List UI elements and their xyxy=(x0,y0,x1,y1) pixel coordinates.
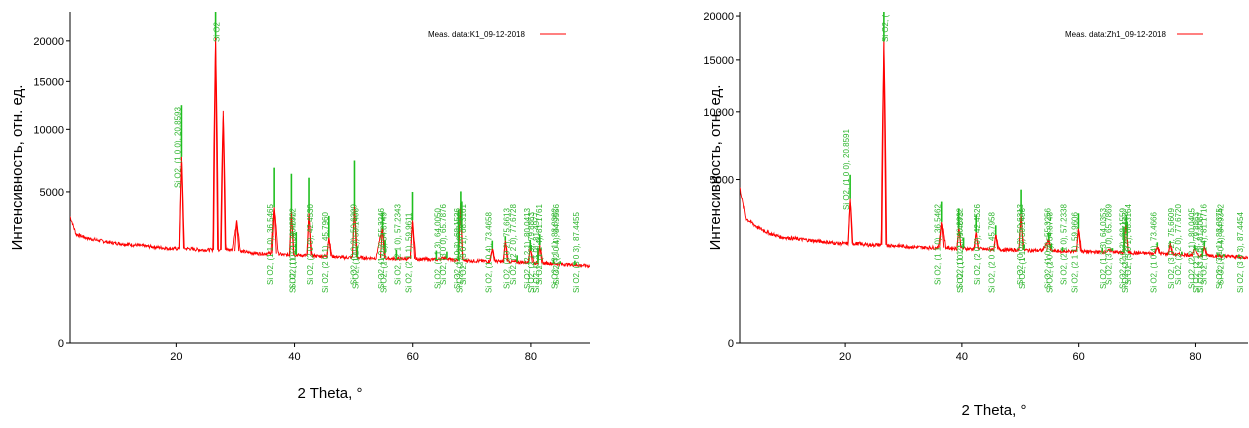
y-tick-label: 10000 xyxy=(33,124,64,136)
peak-label: Si O2, (3 0 1), 68.3164 xyxy=(1124,204,1133,285)
peak-label: Si O2, (3 1 1), 83.8375 xyxy=(1215,208,1224,289)
peak-label: Si O2, (2 1 1), 59.9611 xyxy=(404,212,413,293)
x-tick-label: 20 xyxy=(170,351,182,363)
y-tick-label: 15000 xyxy=(703,55,734,67)
peak-label: Si O2, (1 1 3), 64.0353 xyxy=(1099,208,1108,289)
peak-label: Si O2, (2 0 1), 45.7958 xyxy=(988,212,997,293)
peak-label: Si O2, (2 2 0), 77.6720 xyxy=(1174,204,1183,285)
measured-peak xyxy=(234,220,240,252)
x-tick-label: 40 xyxy=(956,351,968,363)
peak-label: Si O2, (2 1 3), 79.8863 xyxy=(1192,212,1201,293)
peak-label: Si O2, (0 0 3), 50.6209 xyxy=(349,204,358,285)
xrd-chart-k1-svg: 0 5000 10000 15000 20000 20 40 60 80 2 Theta, ° Ин… xyxy=(9,12,590,402)
peak-label: Si O2, (1 0 0), 20.8593 xyxy=(173,107,182,188)
x-tick-label: 60 xyxy=(1073,351,1085,363)
peak-labels: Si O2, (1 0 0), 20.8591 Si O2, ( Si O2, (1… xyxy=(842,15,1245,293)
peak-label: Si O2, (1 1 2), 50.1406 xyxy=(351,208,360,289)
peak-label: Si O2, (2 2 0), 77.6728 xyxy=(509,204,518,285)
peak-label: Si O2, (1 0 3), 55.3246 xyxy=(377,208,386,289)
peak-label: Si O2, (2 1 1), 59.9606 xyxy=(1070,212,1079,293)
peak-label: Si O2, (3 1 1), 83.8382 xyxy=(551,208,560,289)
x-axis-title: 2 Theta, ° xyxy=(298,385,363,402)
peak-label: Si O2, (3 0 1), 68.3161 xyxy=(459,204,468,285)
measured-peak xyxy=(881,41,887,245)
peak-label: Si O2, (1 1 1), 40.2922 xyxy=(288,208,297,289)
peak-label: Si O2, (2 0 0), 42.4530 xyxy=(306,204,315,285)
y-tick-label: 15000 xyxy=(33,76,64,88)
peak-label: Si O2, (1 0 0), 20.8591 xyxy=(842,129,851,210)
peak-label: Si O2, (2 0 2), 54.8748 xyxy=(1046,212,1055,293)
peak-label: Si O2, (3 1 0), 81.5067 xyxy=(1196,212,1205,293)
xrd-chart-zh1-svg: 0 5000 10000 15000 20000 20 40 60 80 2 Theta, ° Ин… xyxy=(703,11,1248,419)
peak-label: Si O2, (3 0 0), 65.7869 xyxy=(1104,204,1113,285)
xrd-chart-zh1: 0 5000 10000 15000 20000 20 40 60 80 2 Theta, ° Ин… xyxy=(615,0,1249,428)
peak-label: Si O2, (3 0 3), 87.4455 xyxy=(572,212,581,293)
y-axis-title: Интенсивность, отн. ед. xyxy=(707,85,724,251)
x-tick-label: 20 xyxy=(839,351,851,363)
peak-label: Si O2, (1 1 4), 81.1716 xyxy=(1199,204,1208,285)
peak-label: Si O2, (0 0 3), 50.6213 xyxy=(1016,204,1025,285)
peak-label: Si O2, (3 0 0), 65.7876 xyxy=(439,204,448,285)
peak-label: Si O2, (3 1 0), 81.4977 xyxy=(532,212,541,293)
peak-label: Si O2, (2 0 2), 54.8749 xyxy=(379,212,388,293)
peak-label: Si O2, (1 1 3), 64.0050 xyxy=(433,208,442,289)
peak-label: Si O2, (3 0 2), 75.6609 xyxy=(1167,208,1176,289)
peak-label: Si O2, (1 1 0), 36.5465 xyxy=(266,204,275,285)
y-axis-title: Интенсивность, отн. ед. xyxy=(9,85,26,251)
peak-label: Si O2, (2 1 0), 57.2343 xyxy=(393,204,402,285)
peak-label: Si O2, (2 1 2), 67.7443 xyxy=(1121,212,1130,293)
peak-label: Si O2, (1 0 3), 55.3256 xyxy=(1043,208,1052,289)
y-tick-label: 5000 xyxy=(710,175,734,187)
legend-label: Meas. data:K1_09-12-2018 xyxy=(428,30,526,39)
x-tick-label: 80 xyxy=(1189,351,1201,363)
plot-area xyxy=(70,12,590,269)
x-tick-label: 80 xyxy=(525,351,537,363)
legend-label: Meas. data:Zh1_09-12-2018 xyxy=(1065,30,1167,39)
y-tick-label: 5000 xyxy=(40,187,64,199)
y-tick-label: 0 xyxy=(728,338,734,350)
measured-peak xyxy=(220,110,226,250)
measured-peak xyxy=(213,37,219,250)
peak-label: Si O2, ( xyxy=(881,15,890,42)
x-tick-label: 60 xyxy=(407,351,419,363)
peak-label: Si O2, (3 0 3), 87.4454 xyxy=(1236,212,1245,293)
peak-label: Si O2, (1 1 4), 81.1761 xyxy=(535,204,544,285)
peak-labels: Si O2, (1 0 0), 20.8593 Si O2 Si O2, (1 1 … xyxy=(173,21,580,293)
peak-label: Si O2, (1 0 2), 39.4673 xyxy=(956,212,965,293)
peak-label: Si O2, (2 0 3), 68.1526 xyxy=(453,208,462,289)
x-axis-title: 2 Theta, ° xyxy=(962,402,1027,419)
y-tick-label: 10000 xyxy=(703,107,734,119)
peak-label: Si O2, (1 0 4), 73.4658 xyxy=(484,212,493,293)
peak-label: Si O2, (2 0 1), 45.7960 xyxy=(321,212,330,293)
xrd-chart-k1: 0 5000 10000 15000 20000 20 40 60 80 2 Theta, ° Ин… xyxy=(0,0,600,428)
peak-label: Si O2, (2 2 1), 80.0405 xyxy=(1188,208,1197,289)
peak-label: Si O2, (2 0 3), 68.1559 xyxy=(1118,208,1127,289)
peak-label: Si O2, (2 1 3), 79.8863 xyxy=(527,212,536,293)
peak-label: Si O2, (1 0 2), 39.4670 xyxy=(288,212,297,293)
x-tick-label: 40 xyxy=(288,351,300,363)
peak-label: Si O2, (1 1 0), 36.5462 xyxy=(934,204,943,285)
peak-label: Si O2, (2 0 4), 84.9342 xyxy=(1216,204,1225,285)
y-tick-label: 20000 xyxy=(33,36,64,48)
peak-label: Si O2, (3 0 2), 75.6613 xyxy=(502,208,511,289)
peak-label: Si O2, (1 0 4), 73.4666 xyxy=(1149,212,1158,293)
measured-series-line xyxy=(740,40,1248,261)
peak-label: Si O2, (2 0 0), 42.4526 xyxy=(973,204,982,285)
peak-label: Si O2, (2 1 2), 67.7449 xyxy=(455,212,464,293)
y-tick-label: 0 xyxy=(58,338,64,350)
peak-label: Si O2, (1 1 1), 40.2922 xyxy=(956,208,965,289)
peak-label: Si O2, (2 0 4), 84.9556 xyxy=(552,204,561,285)
peak-label: Si O2, (2 1 0), 57.2338 xyxy=(1060,204,1069,285)
plot-area xyxy=(740,12,1248,261)
y-tick-label: 20000 xyxy=(703,11,734,23)
peak-label: Si O2, (1 1 2), 50.1406 xyxy=(1018,208,1027,289)
peak-label: Si O2, (2 2 1), 80.0413 xyxy=(523,208,532,289)
peak-label: Si O2 xyxy=(213,21,222,42)
